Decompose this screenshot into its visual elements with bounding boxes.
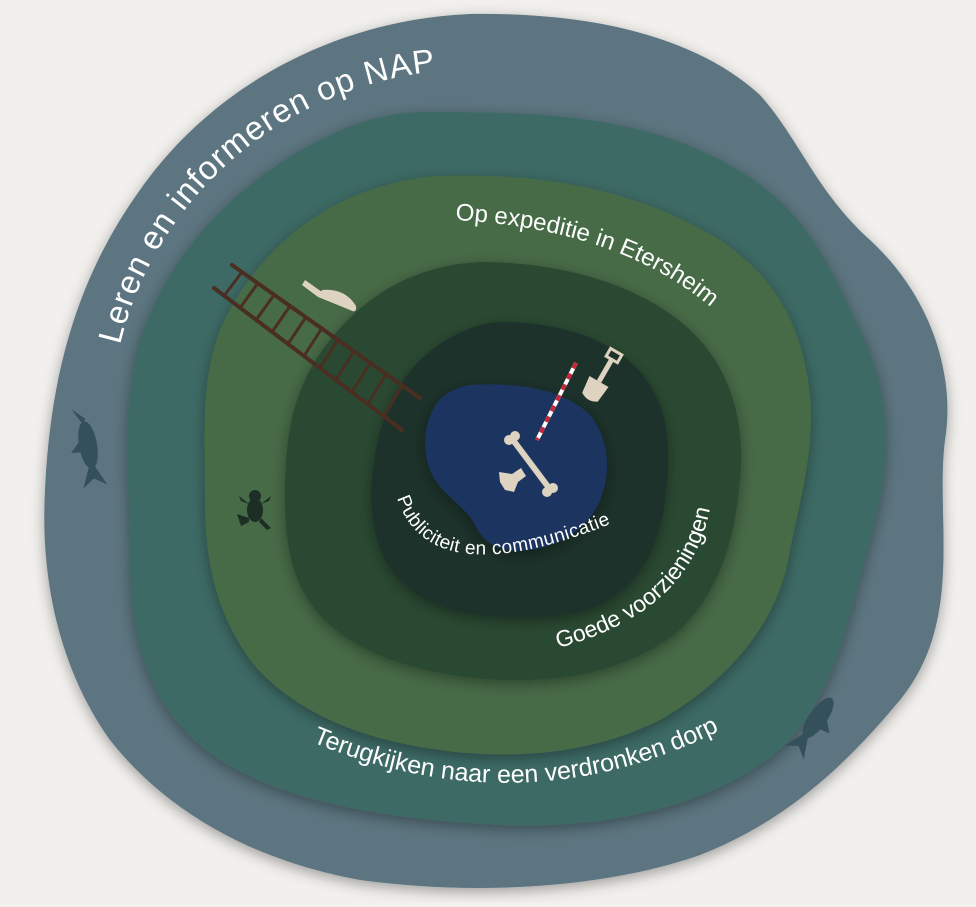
measuring-rod-icon — [535, 362, 578, 441]
fish-icon — [71, 409, 108, 489]
trowel-icon — [302, 280, 357, 312]
ladder-icon — [212, 263, 422, 432]
bone-icon — [499, 431, 558, 497]
shovel-icon — [582, 346, 624, 402]
frog-icon — [237, 490, 271, 530]
layer-6-pool — [425, 384, 608, 551]
fish-icon — [784, 697, 834, 760]
